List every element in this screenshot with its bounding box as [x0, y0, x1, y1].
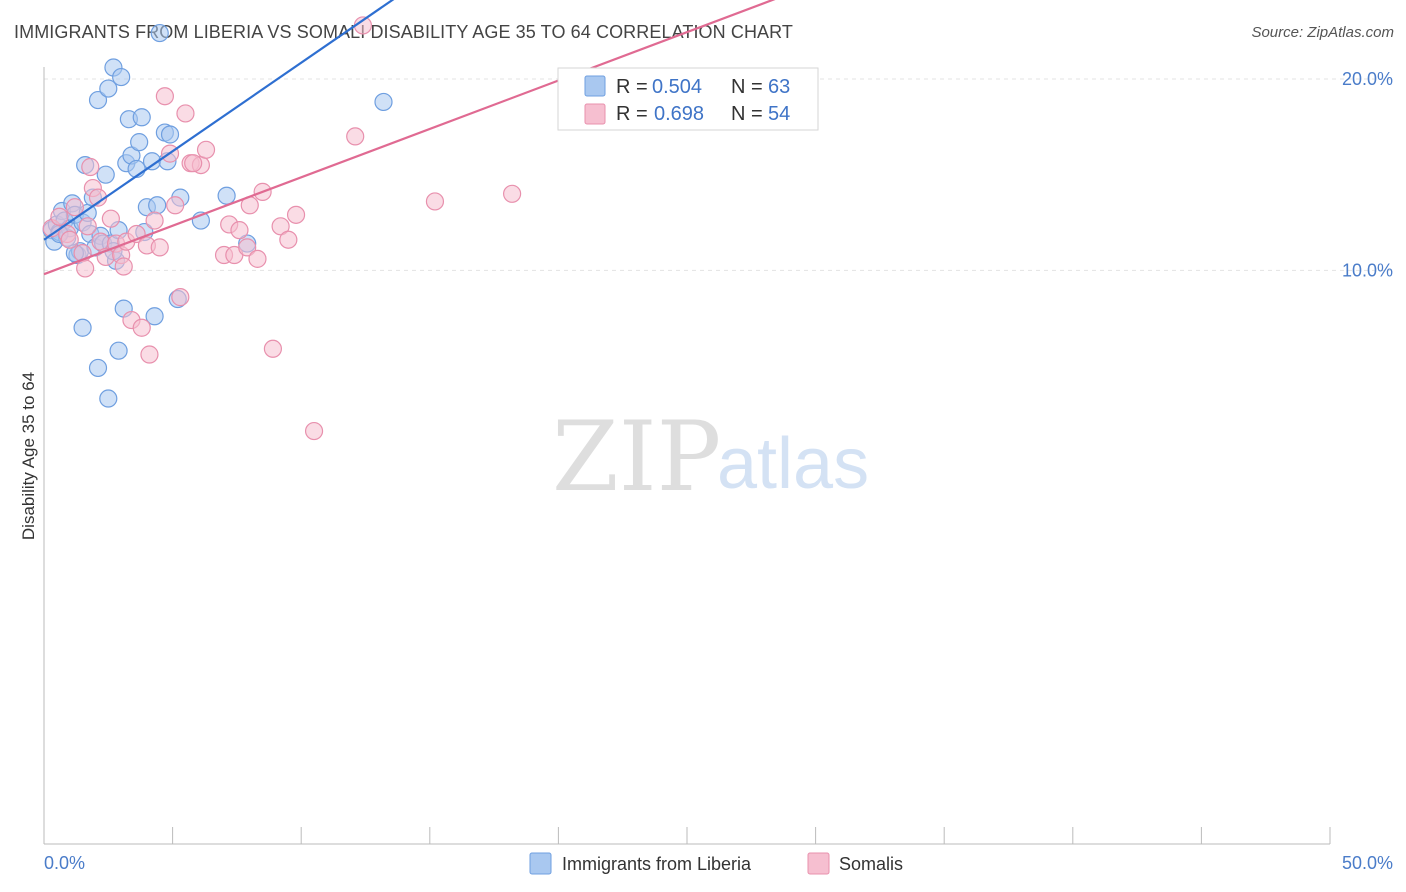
point-pink-26: [166, 196, 185, 215]
point-pink-10: [91, 232, 110, 251]
legend-n-label-blue: N =: [731, 76, 763, 98]
point-pink-27: [171, 288, 190, 307]
trend-line-liberia: [43, 0, 395, 241]
point-blue-55: [73, 318, 92, 337]
point-blue-54: [374, 92, 393, 112]
source-credit: Source: ZipAtlas.com: [1251, 24, 1394, 41]
point-pink-22: [145, 211, 164, 230]
bottom-legend-label-liberia: Immigrants from Liberia: [562, 854, 752, 874]
legend-swatch-pink: [584, 103, 606, 125]
watermark-atlas: atlas: [717, 424, 869, 504]
point-pink-43: [304, 421, 324, 441]
legend-r-value-pink: 0.698: [654, 103, 704, 125]
y-tick-label-10: 10.0%: [1342, 260, 1393, 280]
point-pink-7: [81, 157, 100, 177]
point-pink-5: [76, 259, 95, 278]
x-tick-label-max: 50.0%: [1342, 853, 1393, 873]
point-pink-19: [132, 318, 151, 337]
x-axis-ticks: [43, 827, 1331, 844]
point-pink-6: [78, 217, 97, 236]
point-pink-48: [503, 184, 522, 203]
watermark: ZIP atlas: [552, 401, 869, 513]
bottom-legend-swatch-liberia: [529, 852, 552, 875]
point-pink-39: [263, 339, 283, 358]
point-blue-56: [88, 358, 108, 378]
point-blue-21: [96, 165, 115, 184]
trend-lines: [43, 0, 776, 276]
chart-title: IMMIGRANTS FROM LIBERIA VS SOMALI DISABI…: [14, 22, 794, 42]
point-blue-18: [88, 90, 108, 110]
point-pink-37: [248, 249, 267, 268]
legend-r-label-pink: R =: [616, 103, 648, 125]
stats-legend: R = 0.504 N = 63 R = 0.698 N = 54: [557, 67, 819, 131]
bottom-legend-label-somalis: Somalis: [839, 854, 903, 874]
point-pink-23: [150, 238, 169, 257]
point-blue-27: [112, 67, 131, 87]
point-pink-35: [230, 221, 249, 240]
legend-n-value-pink: 54: [768, 103, 790, 125]
point-pink-42: [286, 205, 306, 224]
legend-r-label-blue: R =: [616, 76, 648, 98]
point-pink-15: [114, 257, 133, 276]
point-pink-53: [60, 230, 79, 249]
point-pink-1: [50, 207, 69, 226]
point-blue-58: [109, 341, 128, 360]
point-pink-52: [184, 154, 203, 173]
x-tick-label-min: 0.0%: [44, 853, 85, 873]
point-blue-43: [160, 125, 180, 144]
y-tick-label-20: 20.0%: [1342, 69, 1393, 89]
legend-n-value-blue: 63: [768, 76, 790, 98]
point-blue-39: [148, 196, 167, 215]
point-pink-40: [271, 217, 290, 236]
point-blue-57: [99, 389, 118, 408]
point-pink-12: [101, 209, 120, 228]
y-axis-label: Disability Age 35 to 64: [19, 372, 38, 540]
legend-swatch-blue: [584, 75, 606, 97]
point-pink-31: [196, 140, 216, 159]
point-pink-24: [155, 87, 174, 106]
point-blue-40: [150, 23, 169, 43]
point-pink-21: [140, 345, 159, 364]
point-pink-36: [238, 238, 257, 257]
point-blue-34: [132, 108, 151, 127]
bottom-legend-swatch-somalis: [807, 852, 830, 875]
watermark-zip: ZIP: [552, 401, 721, 513]
point-pink-47: [425, 192, 445, 211]
point-pink-3: [65, 198, 84, 217]
point-pink-41: [279, 230, 298, 249]
point-blue-22: [99, 79, 118, 98]
point-blue-38: [145, 307, 164, 326]
series-legend: Immigrants from Liberia Somalis: [529, 852, 903, 875]
legend-n-label-pink: N =: [731, 103, 763, 125]
series-somalis-points: [42, 16, 522, 441]
legend-r-value-blue: 0.504: [652, 76, 702, 98]
point-blue-48: [217, 186, 236, 205]
trend-line-somalis: [43, 0, 776, 276]
point-pink-28: [176, 104, 195, 123]
point-blue-33: [130, 133, 149, 152]
y-tick-labels: 10.0%20.0%30.0%40.0%: [1342, 69, 1393, 280]
point-pink-44: [346, 127, 365, 146]
